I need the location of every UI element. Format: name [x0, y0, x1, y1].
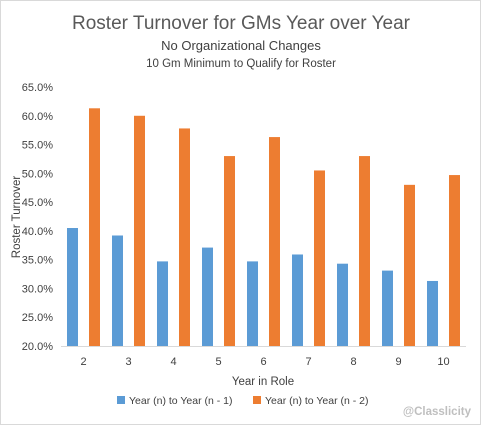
bar-n-1	[202, 247, 213, 346]
x-tick-label: 5	[215, 356, 221, 368]
bar-n-2	[224, 156, 235, 346]
bar-n-2	[359, 156, 370, 346]
bar-n-2	[269, 137, 280, 346]
plot-area: 20.0% 25.0% 30.0% 35.0% 40.0% 45.0% 50.0% 55.0%…	[22, 82, 466, 368]
y-tick-label: 55.0%	[22, 140, 53, 152]
y-tick-label: 40.0%	[22, 226, 53, 238]
legend-label: Year (n) to Year (n - 2)	[265, 395, 369, 407]
legend-swatch	[117, 396, 125, 404]
bar-n-1	[157, 261, 168, 346]
chart-title: Roster Turnover for GMs Year over Year	[72, 13, 411, 34]
y-axis-label: Roster Turnover	[11, 176, 23, 259]
y-tick-label: 30.0%	[22, 283, 53, 295]
x-tick-label: 4	[170, 356, 176, 368]
bar-n-2	[89, 108, 100, 346]
bar-n-1	[337, 263, 348, 346]
y-tick-label: 35.0%	[22, 255, 53, 267]
bar-n-1	[112, 235, 123, 346]
y-tick-label: 60.0%	[22, 111, 53, 123]
legend-swatch	[253, 396, 261, 404]
x-tick-label: 10	[437, 356, 449, 368]
legend: Year (n) to Year (n - 1) Year (n) to Year…	[117, 395, 369, 407]
legend-label: Year (n) to Year (n - 1)	[129, 395, 233, 407]
y-tick-label: 25.0%	[22, 312, 53, 324]
bar-n-1	[427, 280, 438, 346]
y-tick-label: 50.0%	[22, 168, 53, 180]
watermark: @Classlicity	[403, 406, 472, 418]
x-tick-label: 9	[395, 356, 401, 368]
bar-n-2	[179, 128, 190, 346]
x-tick-label: 8	[350, 356, 356, 368]
x-tick-label: 7	[305, 356, 311, 368]
y-tick-label: 20.0%	[22, 341, 53, 353]
bar-n-2	[134, 115, 145, 347]
chart-subtitle-secondary: 10 Gm Minimum to Qualify for Roster	[146, 58, 336, 70]
bar-n-1	[247, 261, 258, 346]
bar-n-1	[292, 254, 303, 346]
bar-n-2	[449, 175, 460, 346]
y-tick-label: 65.0%	[22, 82, 53, 94]
bar-n-1	[67, 228, 78, 346]
x-tick-label: 3	[125, 356, 131, 368]
y-tick-label: 45.0%	[22, 197, 53, 209]
bar-n-2	[404, 184, 415, 346]
x-axis-label: Year in Role	[232, 376, 294, 388]
bar-n-1	[382, 270, 393, 346]
x-tick-label: 6	[260, 356, 266, 368]
chart-subtitle: No Organizational Changes	[161, 38, 321, 53]
x-tick-label: 2	[80, 356, 86, 368]
bar-n-2	[314, 170, 325, 346]
